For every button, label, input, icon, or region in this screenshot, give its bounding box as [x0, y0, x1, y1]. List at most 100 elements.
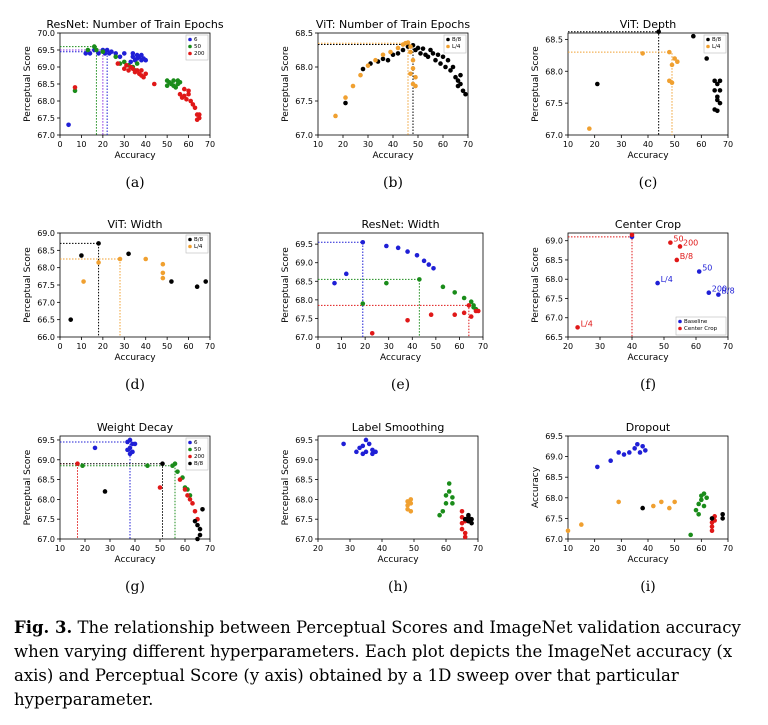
x-axis-label: Accuracy	[627, 151, 669, 161]
x-tick-label: 10	[563, 140, 573, 149]
caption-label: Fig. 3.	[14, 618, 73, 637]
panel-label: (a)	[125, 175, 144, 191]
data-point	[414, 252, 420, 258]
panel-label: (b)	[383, 175, 403, 191]
legend-marker	[188, 440, 192, 445]
data-point	[94, 47, 99, 53]
chart-title: Weight Decay	[97, 421, 174, 434]
data-point	[656, 29, 661, 35]
data-point	[595, 464, 600, 470]
x-tick-label: 50	[155, 544, 165, 553]
y-tick-label: 67.0	[295, 535, 313, 544]
panel-label: (i)	[640, 579, 655, 595]
legend-label: Center Crop	[684, 326, 718, 332]
data-point	[471, 304, 476, 310]
chart-panel-i: Dropout 10 20 30 40 50 60 70 67.0 67.5 68.0 68.5 69.…	[531, 421, 733, 595]
x-tick-label: 40	[130, 544, 140, 553]
data-point	[354, 449, 359, 455]
data-point	[92, 445, 98, 451]
data-point	[384, 243, 389, 249]
data-point	[157, 485, 163, 490]
data-point	[428, 47, 433, 53]
data-point	[186, 91, 191, 97]
y-tick-label: 69.0	[545, 453, 563, 462]
data-point	[720, 516, 725, 521]
data-point	[475, 308, 481, 314]
data-point	[712, 78, 717, 84]
data-point	[448, 68, 453, 73]
data-point	[440, 284, 446, 290]
data-point	[365, 63, 371, 68]
y-tick-label: 69.5	[37, 436, 55, 445]
data-point	[384, 280, 389, 286]
data-point	[100, 49, 106, 54]
data-point	[417, 277, 422, 282]
y-tick-label: 68.0	[295, 296, 313, 305]
chart-title: Dropout	[626, 421, 671, 434]
data-point	[395, 45, 401, 51]
guide-line	[318, 278, 420, 337]
data-point	[139, 68, 144, 73]
data-point	[425, 54, 431, 60]
x-tick-label: 60	[180, 544, 190, 553]
data-point	[388, 49, 393, 55]
data-point	[716, 292, 721, 297]
data-point	[565, 528, 571, 534]
data-point	[130, 66, 136, 71]
x-tick-label: 60	[696, 544, 706, 553]
x-tick-label: 10	[313, 140, 323, 149]
x-tick-label: 50	[670, 544, 680, 553]
data-point	[608, 458, 613, 464]
data-point	[109, 49, 114, 54]
data-point	[440, 54, 446, 60]
data-point	[160, 261, 166, 267]
x-tick-label: 70	[723, 342, 733, 351]
chart-panel-e: ResNet: Width 0 10 20 30 40 50 60 70 67.0 67.5 68.0…	[281, 218, 488, 393]
data-point	[80, 463, 85, 469]
data-point	[66, 122, 71, 128]
data-point	[431, 265, 436, 271]
data-point	[343, 100, 348, 106]
data-point	[469, 516, 474, 522]
data-point	[720, 511, 725, 517]
legend-marker	[706, 44, 710, 49]
data-point	[185, 493, 190, 498]
x-tick-label: 0	[57, 342, 62, 351]
figure-grid: ResNet: Number of Train Epochs 0 10 20 30 40 5…	[23, 18, 735, 595]
legend-label: B/8	[194, 461, 204, 467]
data-point	[195, 536, 200, 542]
data-point	[134, 61, 140, 66]
data-point	[68, 317, 74, 322]
x-tick-label: 40	[388, 140, 398, 149]
y-tick-label: 68.5	[37, 80, 55, 89]
x-tick-label: 70	[478, 342, 488, 351]
x-tick-label: 70	[723, 140, 733, 149]
y-tick-label: 67.5	[545, 514, 563, 523]
y-tick-label: 69.0	[37, 229, 55, 238]
data-point	[172, 461, 178, 467]
x-tick-label: 50	[431, 342, 441, 351]
data-point	[696, 501, 701, 507]
legend-marker	[188, 44, 192, 49]
data-point	[715, 108, 720, 114]
data-point	[187, 497, 193, 502]
data-point	[200, 506, 205, 512]
data-point	[443, 501, 449, 506]
point-label: L/4	[581, 319, 593, 328]
data-point	[640, 51, 645, 56]
y-axis-label: Perceptual Score	[281, 449, 291, 525]
x-tick-label: 20	[360, 342, 370, 351]
data-point	[408, 71, 413, 77]
data-point	[139, 52, 144, 58]
data-point	[350, 83, 356, 89]
data-point	[341, 441, 346, 447]
legend-marker	[188, 454, 192, 459]
legend-label: 50	[194, 447, 201, 453]
chart-title: ViT: Number of Train Epochs	[316, 18, 470, 31]
x-tick-label: 70	[205, 140, 215, 149]
y-tick-label: 68.0	[37, 264, 55, 273]
data-point	[443, 493, 449, 498]
data-point	[637, 450, 643, 455]
point-label: B/8	[680, 252, 693, 261]
data-point	[438, 61, 443, 66]
